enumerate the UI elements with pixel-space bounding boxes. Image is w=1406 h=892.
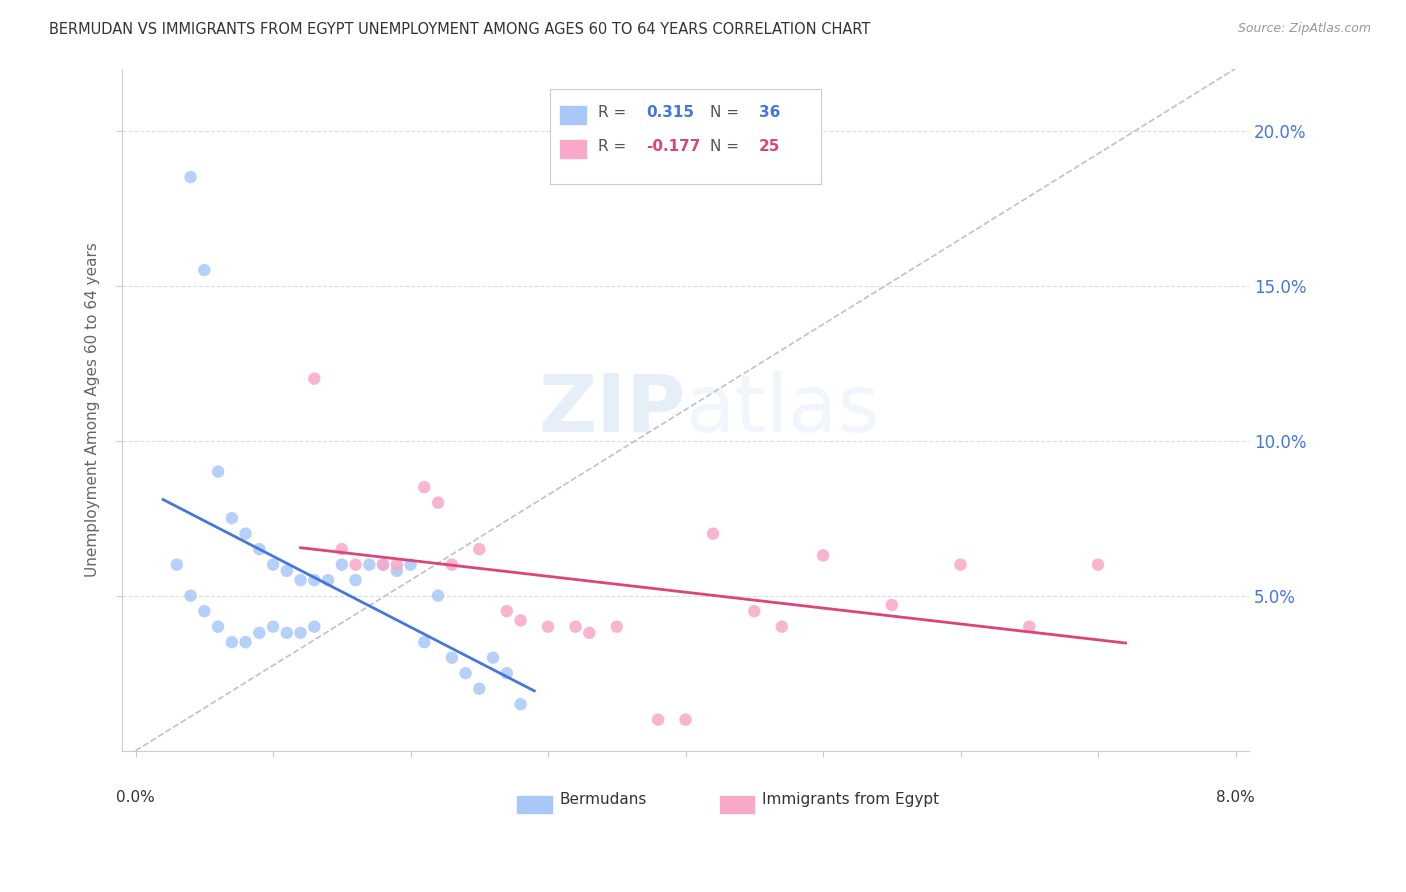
FancyBboxPatch shape — [516, 795, 553, 814]
Point — [949, 558, 972, 572]
Point — [262, 558, 284, 572]
Point — [564, 620, 586, 634]
Text: N =: N = — [710, 139, 744, 154]
FancyBboxPatch shape — [560, 104, 588, 125]
Point — [235, 635, 257, 649]
Point — [509, 697, 531, 711]
Text: R =: R = — [598, 139, 631, 154]
Point — [427, 589, 450, 603]
Text: N =: N = — [710, 105, 744, 120]
Text: 25: 25 — [759, 139, 780, 154]
Point — [247, 625, 270, 640]
Point — [399, 558, 422, 572]
Point — [702, 526, 724, 541]
Text: 0.0%: 0.0% — [117, 789, 155, 805]
Point — [770, 620, 793, 634]
Point — [385, 564, 408, 578]
Point — [1087, 558, 1109, 572]
Point — [606, 620, 628, 634]
Point — [290, 573, 312, 587]
Text: R =: R = — [598, 105, 631, 120]
Point — [495, 604, 517, 618]
Point — [880, 598, 903, 612]
Point — [304, 573, 326, 587]
Point — [578, 625, 600, 640]
Point — [647, 713, 669, 727]
Point — [742, 604, 765, 618]
Text: Immigrants from Egypt: Immigrants from Egypt — [762, 791, 939, 806]
Point — [537, 620, 560, 634]
Point — [180, 589, 202, 603]
Point — [180, 169, 202, 184]
Point — [385, 558, 408, 572]
Point — [344, 573, 367, 587]
Point — [276, 564, 298, 578]
Text: BERMUDAN VS IMMIGRANTS FROM EGYPT UNEMPLOYMENT AMONG AGES 60 TO 64 YEARS CORRELA: BERMUDAN VS IMMIGRANTS FROM EGYPT UNEMPL… — [49, 22, 870, 37]
Point — [221, 511, 243, 525]
Point — [454, 666, 477, 681]
Point — [330, 558, 353, 572]
Point — [440, 650, 463, 665]
Point — [344, 558, 367, 572]
Point — [468, 681, 491, 696]
Point — [468, 542, 491, 557]
Text: 0.315: 0.315 — [647, 105, 695, 120]
Point — [811, 549, 834, 563]
Text: ZIP: ZIP — [538, 370, 686, 449]
Point — [262, 620, 284, 634]
Text: Bermudans: Bermudans — [560, 791, 647, 806]
Y-axis label: Unemployment Among Ages 60 to 64 years: Unemployment Among Ages 60 to 64 years — [86, 242, 100, 577]
Point — [304, 371, 326, 385]
Text: 36: 36 — [759, 105, 780, 120]
Point — [247, 542, 270, 557]
Point — [1018, 620, 1040, 634]
Point — [304, 620, 326, 634]
Point — [440, 558, 463, 572]
Point — [290, 625, 312, 640]
Point — [221, 635, 243, 649]
Point — [675, 713, 697, 727]
Point — [413, 480, 436, 494]
Text: -0.177: -0.177 — [647, 139, 700, 154]
Point — [413, 635, 436, 649]
Point — [316, 573, 339, 587]
Text: Source: ZipAtlas.com: Source: ZipAtlas.com — [1237, 22, 1371, 36]
Point — [509, 614, 531, 628]
Point — [330, 542, 353, 557]
Point — [427, 495, 450, 509]
Point — [193, 263, 215, 277]
Point — [235, 526, 257, 541]
Point — [371, 558, 394, 572]
FancyBboxPatch shape — [560, 139, 588, 160]
FancyBboxPatch shape — [550, 89, 821, 185]
Point — [495, 666, 517, 681]
Point — [482, 650, 505, 665]
FancyBboxPatch shape — [720, 795, 755, 814]
Point — [193, 604, 215, 618]
Text: 8.0%: 8.0% — [1216, 789, 1256, 805]
Point — [207, 620, 229, 634]
Point — [371, 558, 394, 572]
Point — [276, 625, 298, 640]
Point — [166, 558, 188, 572]
Point — [207, 465, 229, 479]
Text: atlas: atlas — [686, 370, 880, 449]
Point — [359, 558, 381, 572]
